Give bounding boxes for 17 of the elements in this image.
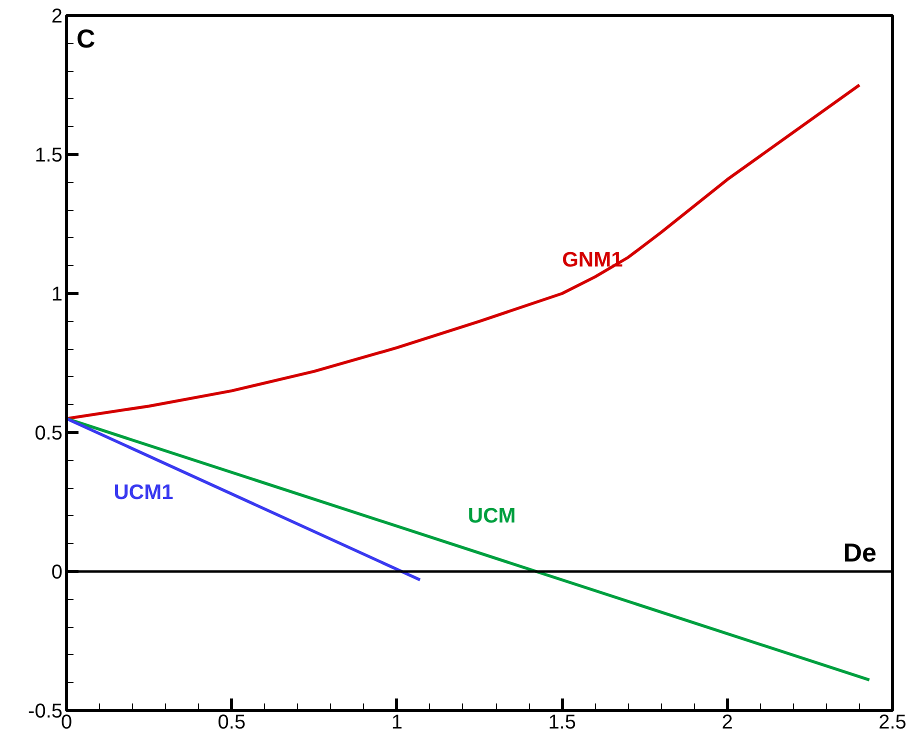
x-tick-label: 1 [391,712,402,734]
series-label: UCM [468,504,516,528]
x-tick-label: 0.5 [218,712,246,734]
series-label: GNM1 [562,248,624,272]
y-tick-label: 1 [51,284,62,306]
y-axis-title: C [76,24,96,54]
y-tick-label: 2 [51,6,62,28]
y-tick-label: 0.5 [34,422,63,444]
x-tick-label: 2 [722,712,733,734]
line-series [66,84,861,420]
y-tick-label: 0 [51,562,62,584]
x-tick-label: 1.5 [548,712,576,734]
series-label: UCM1 [114,481,174,504]
y-tick-label: 1.5 [34,144,63,166]
y-tick-label: -0.5 [28,700,63,722]
x-axis-title: De [843,538,877,568]
x-tick-label: 2.5 [878,712,906,734]
